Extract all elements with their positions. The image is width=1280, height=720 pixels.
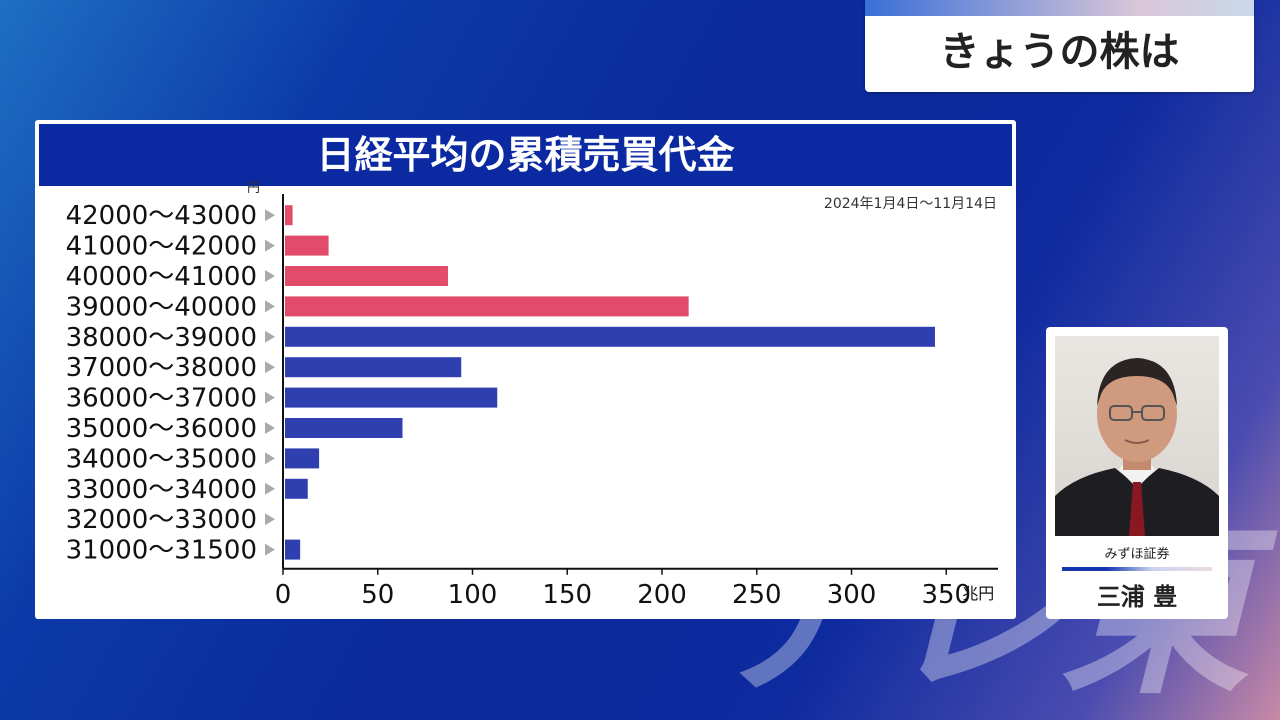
commentator-company: みずほ証券 [1104,547,1170,562]
bar [285,539,301,560]
category-marker-icon [265,452,275,465]
category-marker-icon [265,270,275,282]
category-label: 35000〜36000 [66,414,257,444]
bar [285,205,293,226]
chart-title: 日経平均の累積売買代金 [39,124,1012,186]
category-label: 39000〜40000 [66,292,257,322]
category-label: 32000〜33000 [66,505,257,535]
category-marker-icon [265,543,275,556]
x-tick-label: 250 [732,580,782,610]
category-label: 42000〜43000 [66,201,257,231]
bar [285,266,448,286]
bar [285,448,320,469]
x-axis-unit: 兆円 [962,584,994,603]
category-marker-icon [265,330,275,343]
category-label: 38000〜39000 [66,323,257,353]
commentator-name: 三浦 豊 [1096,583,1178,611]
category-marker-icon [265,300,275,313]
bar [285,296,689,317]
program-title-box: きょうの株は [865,0,1254,92]
category-marker-icon [265,361,275,374]
category-marker-icon [265,239,275,252]
bar [285,387,498,408]
category-label: 31000〜31500 [66,536,257,566]
y-axis-unit: 円 [247,181,260,196]
bar [285,478,308,499]
x-tick-label: 200 [637,580,687,610]
commentator-photo [1055,336,1219,536]
bar [285,326,935,347]
bar [285,235,329,256]
chart-subtitle: 2024年1月4日〜11月14日 [824,196,997,212]
x-tick-label: 50 [361,580,394,610]
category-label: 41000〜42000 [66,232,257,262]
bar-chart: 円 2024年1月4日〜11月14日 42000〜4300041000〜420004… [66,181,998,610]
x-tick-label: 150 [542,580,592,610]
program-title: きょうの株は [939,29,1180,75]
name-underline [1062,567,1212,571]
category-label: 40000〜41000 [66,262,257,292]
x-tick-label: 350 [921,580,971,610]
person-silhouette [1055,358,1219,536]
title-stripe [865,0,1254,16]
category-label: 37000〜38000 [66,353,257,383]
category-label: 34000〜35000 [66,444,257,474]
category-marker-icon [265,422,275,434]
bar [285,357,462,378]
category-label: 33000〜34000 [66,475,257,505]
x-tick-label: 0 [275,580,292,610]
chart-panel: 日経平均の累積売買代金 円 2024年1月4日〜11月14日 42000〜43000… [35,120,1016,619]
bar [285,418,403,438]
category-marker-icon [265,482,275,495]
category-marker-icon [265,513,275,526]
category-marker-icon [265,209,275,222]
category-marker-icon [265,391,275,404]
x-tick-label: 300 [827,580,877,610]
commentator-card: みずほ証券 三浦 豊 [1046,327,1228,619]
x-tick-label: 100 [448,580,498,610]
category-label: 36000〜37000 [66,384,257,414]
